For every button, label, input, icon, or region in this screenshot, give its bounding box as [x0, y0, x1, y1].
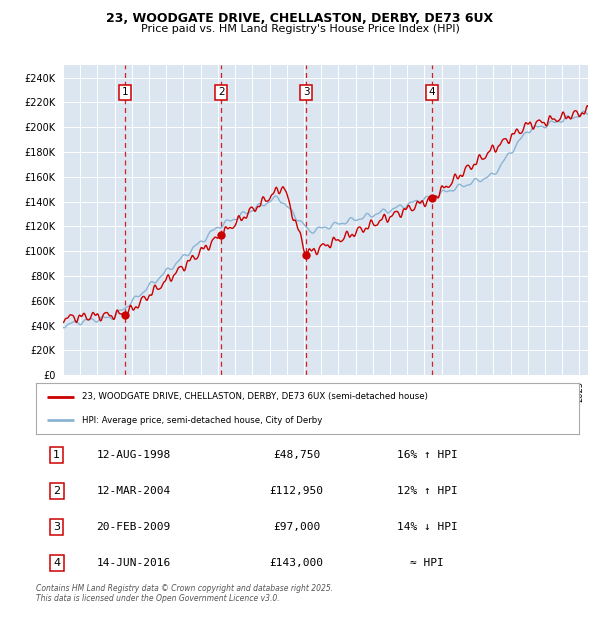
Text: 14-JUN-2016: 14-JUN-2016 — [97, 558, 171, 568]
Text: £112,950: £112,950 — [269, 486, 323, 496]
Text: 20-FEB-2009: 20-FEB-2009 — [97, 522, 171, 532]
Text: 2: 2 — [218, 87, 224, 97]
Text: 12-MAR-2004: 12-MAR-2004 — [97, 486, 171, 496]
Text: £143,000: £143,000 — [269, 558, 323, 568]
Text: 4: 4 — [53, 558, 60, 568]
Text: Contains HM Land Registry data © Crown copyright and database right 2025.
This d: Contains HM Land Registry data © Crown c… — [36, 584, 333, 603]
Text: 3: 3 — [53, 522, 60, 532]
Text: Price paid vs. HM Land Registry's House Price Index (HPI): Price paid vs. HM Land Registry's House … — [140, 24, 460, 33]
Text: 1: 1 — [53, 450, 60, 460]
Text: 2: 2 — [53, 486, 60, 496]
Text: 12-AUG-1998: 12-AUG-1998 — [97, 450, 171, 460]
Text: 1: 1 — [122, 87, 128, 97]
Text: 4: 4 — [429, 87, 436, 97]
Text: 23, WOODGATE DRIVE, CHELLASTON, DERBY, DE73 6UX: 23, WOODGATE DRIVE, CHELLASTON, DERBY, D… — [106, 12, 494, 25]
Text: £48,750: £48,750 — [273, 450, 320, 460]
Text: 23, WOODGATE DRIVE, CHELLASTON, DERBY, DE73 6UX (semi-detached house): 23, WOODGATE DRIVE, CHELLASTON, DERBY, D… — [82, 392, 428, 401]
Text: 3: 3 — [303, 87, 310, 97]
Text: 14% ↓ HPI: 14% ↓ HPI — [397, 522, 457, 532]
Text: HPI: Average price, semi-detached house, City of Derby: HPI: Average price, semi-detached house,… — [82, 416, 323, 425]
Text: 12% ↑ HPI: 12% ↑ HPI — [397, 486, 457, 496]
Text: ≈ HPI: ≈ HPI — [410, 558, 444, 568]
Text: £97,000: £97,000 — [273, 522, 320, 532]
Text: 16% ↑ HPI: 16% ↑ HPI — [397, 450, 457, 460]
